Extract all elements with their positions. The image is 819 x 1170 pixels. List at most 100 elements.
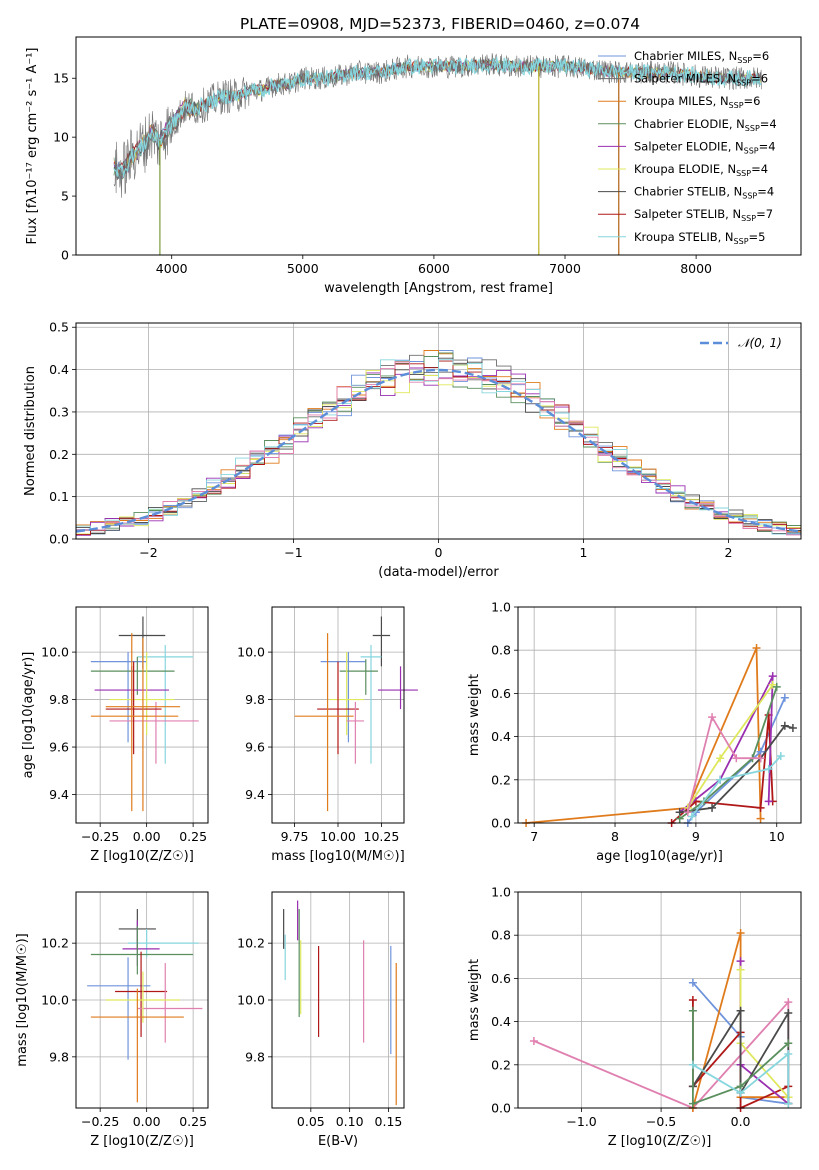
errorbar-point — [87, 957, 151, 1060]
y-tick-label: 0.4 — [49, 362, 69, 377]
x-tick-label: 10.00 — [320, 829, 356, 844]
errorbar-point — [115, 951, 168, 1037]
mass-vs-ebv-panel: 0.05 0.10 0.15 9.8 10.0 10.2 E(B-V) — [237, 891, 405, 1149]
x-tick-label: 0.25 — [179, 1114, 207, 1129]
errorbar-point — [372, 616, 391, 667]
age-vs-metallicity-panel: −0.25 0.00 0.25 9.4 9.6 9.8 10.0 Z [log10(Z/Z☉)… — [21, 606, 209, 864]
errorbar-point — [90, 988, 184, 1103]
y-tick-labels: 0.0 0.1 0.2 0.3 0.4 0.5 — [49, 320, 69, 547]
errorbar-point — [346, 701, 365, 764]
x-tick-label: −0.25 — [81, 829, 119, 844]
x-tick-label: 0.15 — [375, 1114, 403, 1129]
x-axis-label: E(B-V) — [318, 1134, 358, 1149]
errorbar-point — [105, 637, 181, 812]
y-tick-label: 0.0 — [491, 816, 511, 831]
weight-line — [739, 969, 789, 1098]
plot-area — [294, 616, 418, 812]
y-tick-label: 10 — [53, 130, 69, 145]
weight-marker — [688, 996, 697, 1004]
x-tick-label: 7000 — [549, 261, 581, 276]
legend-label: Chabrier ELODIE, NSSP=4 — [634, 117, 777, 133]
y-tick-label: 0.8 — [491, 928, 511, 943]
weight-marker — [736, 929, 745, 938]
weight-line — [691, 755, 782, 818]
residual-histogram-panel: −2 −1 0 1 2 0.0 0.1 0.2 0.3 0.4 0.5 (data-model)/er… — [23, 320, 802, 580]
errorbar-point — [137, 644, 194, 764]
x-tick-label: 8000 — [680, 261, 712, 276]
y-tick-label: 0 — [61, 248, 69, 263]
legend-label: Salpeter STELIB, NSSP=7 — [634, 207, 773, 223]
weight-marker — [768, 680, 777, 689]
weight-marker — [784, 1050, 793, 1058]
weight-marker — [529, 1037, 538, 1046]
y-tick-label: 5 — [61, 189, 69, 204]
weight-marker — [716, 775, 725, 784]
axes-frame — [75, 891, 209, 1109]
weight-marker — [780, 693, 789, 702]
y-tick-label: 10.2 — [237, 936, 265, 951]
errorbar-point — [90, 633, 179, 812]
weight-marker — [687, 812, 696, 821]
weight-marker — [784, 998, 793, 1007]
weight-marker — [764, 797, 773, 806]
y-tick-label: 9.8 — [49, 692, 69, 707]
y-axis-label: mass weight — [467, 674, 482, 756]
y-tick-label: 0.2 — [491, 772, 511, 787]
age-vs-mass-panel: 9.75 10.00 10.25 9.4 9.6 9.8 10.0 mass [log10(M… — [237, 606, 418, 864]
weight-marker — [752, 644, 761, 653]
y-axis-label: mass weight — [467, 959, 482, 1041]
x-axis-label: (data-model)/error — [378, 565, 499, 580]
weight-marker — [756, 814, 765, 823]
axes-frame — [271, 891, 405, 1109]
plot-area — [90, 616, 199, 812]
y-tick-label: 10.0 — [237, 645, 265, 660]
y-tick-label: 10.0 — [41, 645, 69, 660]
errorbar-point — [377, 666, 418, 710]
errorbar-point — [109, 701, 199, 764]
weight-marker — [764, 765, 773, 773]
y-tick-label: 1.0 — [491, 885, 511, 900]
y-tick-label: 9.4 — [49, 787, 69, 802]
plot-area — [283, 900, 397, 1106]
plot-area — [75, 350, 802, 539]
x-tick-label: −1.0 — [566, 1114, 596, 1129]
axes-frame — [271, 606, 405, 824]
x-axis-label: Z [log10(Z/Z☉)] — [90, 1134, 194, 1149]
x-tick-labels: −2 −1 0 1 2 — [139, 545, 732, 560]
y-tick-label: 0.2 — [49, 447, 69, 462]
y-tick-labels: 0.0 0.2 0.4 0.6 0.8 1.0 — [491, 885, 511, 1116]
figure-title: PLATE=0908, MJD=52373, FIBERID=0460, z=0… — [240, 15, 640, 33]
errorbar-point — [90, 926, 194, 975]
weight-marker — [708, 713, 717, 722]
weight-marker — [736, 1088, 745, 1097]
x-tick-label: 2 — [725, 545, 733, 560]
x-tick-label: 0.00 — [133, 1114, 161, 1129]
y-axis-label: mass [log10(M/M☉)] — [15, 933, 30, 1066]
y-tick-label: 0.8 — [491, 643, 511, 658]
x-tick-label: 7 — [530, 829, 538, 844]
y-tick-label: 0.0 — [491, 1101, 511, 1116]
weight-marker — [688, 978, 697, 987]
legend-label: Kroupa STELIB, NSSP=5 — [634, 230, 765, 246]
x-tick-labels: −0.25 0.00 0.25 — [81, 829, 207, 844]
errorbar-point — [105, 971, 181, 1023]
weight-marker — [683, 808, 692, 817]
y-tick-label: 0.0 — [49, 532, 69, 547]
errorbar-point — [137, 963, 203, 1043]
x-tick-label: 6000 — [418, 261, 450, 276]
x-tick-label: −2 — [139, 545, 157, 560]
y-tick-label: 10.2 — [41, 936, 69, 951]
weight-marker — [732, 754, 741, 763]
errorbar-point — [294, 633, 354, 812]
y-tick-labels: 9.8 10.0 10.2 — [41, 936, 69, 1065]
x-axis-label: age [log10(age/yr)] — [596, 849, 723, 864]
y-axis-label: Flux [fλ10⁻¹⁷ erg cm⁻² s⁻¹ A⁻¹] — [25, 48, 40, 245]
y-tick-label: 9.6 — [245, 740, 265, 755]
gaussian-reference-curve — [75, 368, 802, 533]
x-tick-label: 5000 — [287, 261, 319, 276]
axes-frame — [75, 36, 802, 256]
weight-marker — [716, 754, 725, 763]
weight-marker — [776, 752, 785, 761]
y-tick-label: 9.4 — [245, 787, 265, 802]
weight-marker — [688, 1099, 697, 1108]
